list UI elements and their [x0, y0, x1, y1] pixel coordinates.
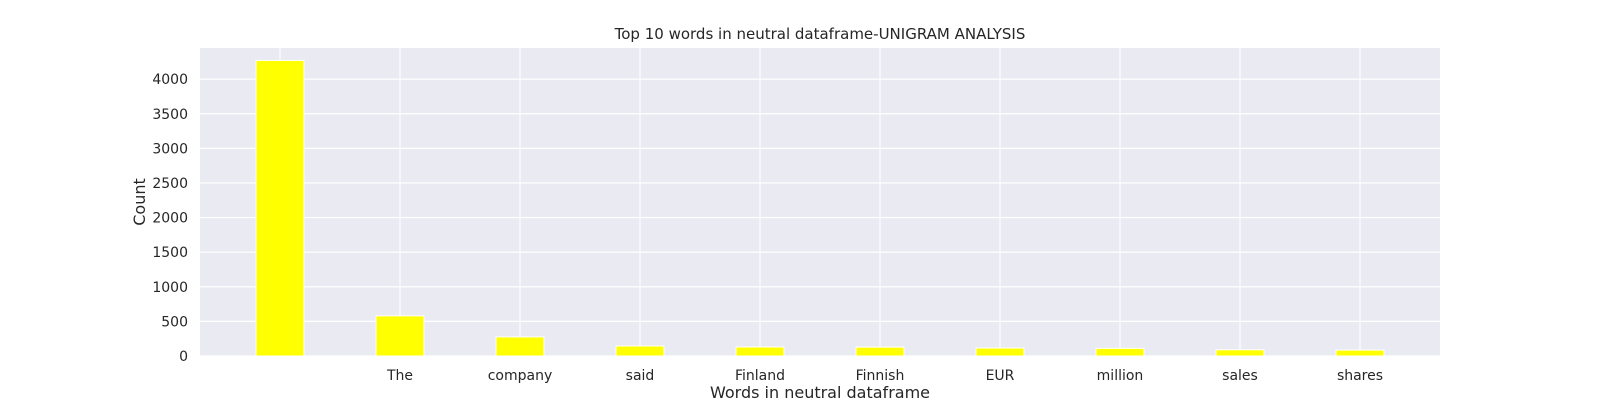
x-axis-label: Words in neutral dataframe	[710, 383, 930, 400]
x-tick-label: Finland	[735, 368, 785, 384]
bar	[615, 345, 665, 357]
y-tick-label: 4000	[152, 72, 188, 88]
y-tick-label: 1000	[152, 280, 188, 296]
x-tick-label: sales	[1222, 368, 1258, 384]
bar	[1335, 349, 1385, 357]
x-tick-label: Finnish	[856, 368, 905, 384]
x-ticks: The company said Finland Finnish EUR million sa…	[386, 368, 1383, 384]
bars	[255, 59, 1385, 357]
y-tick-label: 1500	[152, 245, 188, 261]
y-tick-label: 2000	[152, 211, 188, 227]
plot-area	[200, 48, 1440, 356]
y-tick-label: 3000	[152, 141, 188, 157]
bar	[975, 347, 1025, 357]
bar	[375, 315, 425, 357]
bar	[735, 346, 785, 357]
y-tick-label: 3500	[152, 107, 188, 123]
y-tick-label: 0	[179, 349, 188, 365]
bar	[855, 346, 905, 357]
grid	[200, 48, 1440, 357]
y-ticks: 0 500 1000 1500 2000 2500 3000 3500 4000	[152, 72, 188, 365]
x-tick-label: shares	[1337, 368, 1383, 384]
x-tick-label: The	[386, 368, 413, 384]
x-tick-label: company	[488, 368, 553, 384]
x-tick-label: million	[1097, 368, 1144, 384]
y-tick-label: 500	[161, 314, 188, 330]
bar	[1095, 347, 1145, 357]
x-tick-label: EUR	[986, 368, 1015, 384]
y-tick-label: 2500	[152, 176, 188, 192]
chart-title: Top 10 words in neutral dataframe-UNIGRA…	[614, 25, 1026, 43]
bar	[255, 59, 305, 357]
y-axis-label: Count	[130, 178, 149, 226]
bar	[495, 336, 545, 357]
x-tick-label: said	[626, 368, 655, 384]
bar	[1215, 349, 1265, 357]
